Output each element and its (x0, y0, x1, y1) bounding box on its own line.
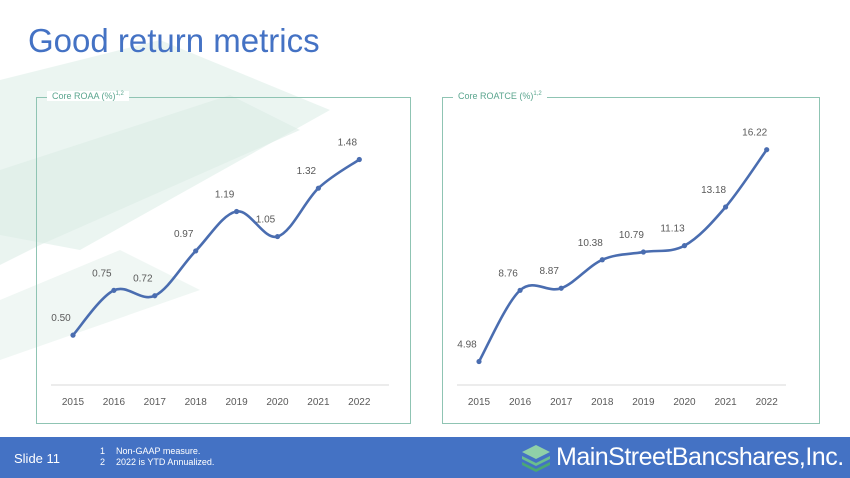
data-label: 8.76 (498, 268, 518, 279)
chart-panel-core-roatce: Core ROATCE (%)1,2 4.98 2015 8.76 2016 8.87 2… (442, 91, 820, 424)
data-point (70, 332, 76, 338)
x-tick-label: 2018 (185, 397, 208, 408)
data-label: 13.18 (701, 185, 726, 196)
x-tick-label: 2021 (714, 397, 737, 408)
data-point (558, 285, 564, 291)
stacked-layers-icon (522, 445, 550, 472)
data-label: 0.97 (174, 229, 194, 240)
data-label: 16.22 (742, 128, 767, 139)
x-tick-label: 2016 (103, 397, 126, 408)
data-label: 1.48 (338, 138, 358, 149)
x-tick-label: 2016 (509, 397, 532, 408)
data-label: 1.32 (297, 166, 317, 177)
data-point (640, 249, 646, 255)
x-tick-label: 2015 (468, 397, 491, 408)
data-label: 0.50 (51, 313, 71, 324)
data-point (152, 293, 158, 299)
data-point (274, 233, 281, 240)
data-label: 0.72 (133, 274, 153, 285)
data-point (193, 248, 199, 254)
footnote: 1 Non-GAAP measure. (100, 446, 201, 456)
data-label: 10.79 (619, 230, 644, 241)
x-tick-label: 2019 (225, 397, 248, 408)
data-point (356, 156, 362, 163)
x-tick-label: 2022 (756, 397, 779, 408)
data-point (111, 287, 117, 293)
x-tick-label: 2017 (550, 397, 573, 408)
x-tick-label: 2017 (144, 397, 167, 408)
x-tick-label: 2021 (307, 397, 330, 408)
footnote: 2 2022 is YTD Annualized. (100, 457, 215, 467)
chart-title: Core ROATCE (%)1,2 (453, 91, 547, 101)
data-label: 11.13 (660, 224, 685, 235)
core-roatce-chart: 4.98 2015 8.76 2016 8.87 2017 10.38 2018 10.79 20… (457, 128, 786, 408)
data-label: 1.19 (215, 189, 235, 200)
x-tick-label: 2019 (632, 397, 655, 408)
data-point (681, 243, 688, 249)
logo-text: MainStreetBancshares,Inc. (556, 443, 844, 471)
data-point (517, 287, 523, 293)
data-label: 4.98 (457, 340, 477, 351)
x-tick-label: 2020 (673, 397, 696, 408)
data-label: 8.87 (539, 266, 559, 277)
data-point (315, 185, 321, 191)
footnotes: 1 Non-GAAP measure. 2 2022 is YTD Annualiz… (100, 446, 214, 468)
data-label: 10.38 (578, 238, 603, 249)
series-line (71, 158, 361, 337)
data-label: 1.05 (256, 215, 276, 226)
x-tick-label: 2020 (266, 397, 289, 408)
data-point (599, 257, 605, 263)
page-title: Good return metrics (28, 22, 320, 59)
x-tick-label: 2018 (591, 397, 614, 408)
slide-number: Slide 11 (14, 451, 61, 466)
chart-panel-core-roaa: Core ROAA (%)1,2 0.50 2015 0.75 2016 0.72 201… (36, 91, 411, 424)
footer-bar: Slide 11 1 Non-GAAP measure. 2 2022 is YTD… (0, 437, 850, 478)
data-point (764, 147, 770, 153)
x-tick-label: 2022 (348, 397, 371, 408)
chart-title: Core ROAA (%)1,2 (47, 91, 129, 101)
data-point (476, 358, 482, 365)
data-point (723, 204, 729, 210)
x-tick-label: 2015 (62, 397, 85, 408)
series-line (477, 148, 768, 363)
data-label: 0.75 (92, 268, 112, 279)
data-point (234, 208, 240, 215)
core-roaa-chart: 0.50 2015 0.75 2016 0.72 2017 0.97 2018 1.19 2019… (51, 138, 389, 408)
